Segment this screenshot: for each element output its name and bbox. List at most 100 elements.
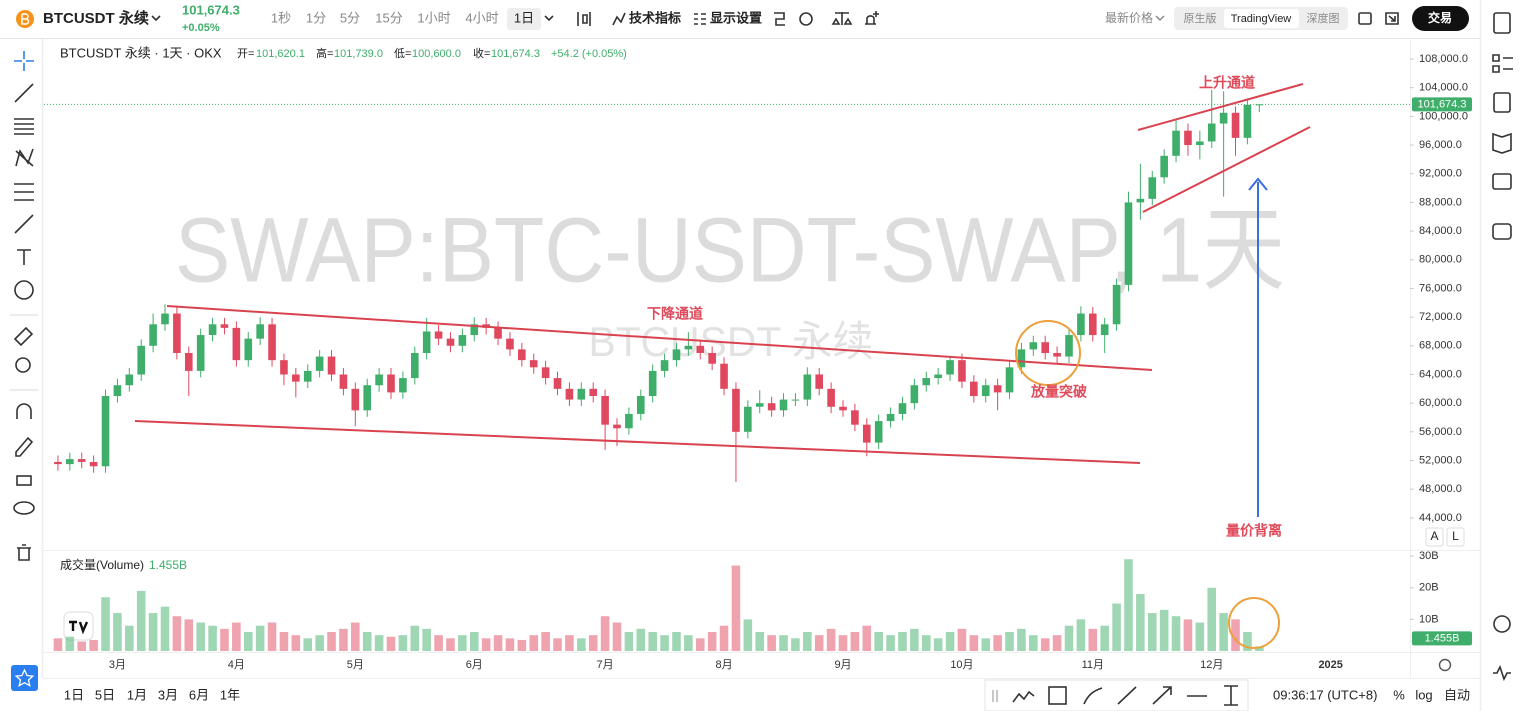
settings-icon[interactable] [1493, 615, 1511, 633]
price-type[interactable]: 最新价格 [1105, 10, 1153, 25]
draw-tool[interactable] [1224, 685, 1238, 706]
fullscreen-icon[interactable] [1385, 12, 1399, 25]
bot-icon[interactable] [1492, 223, 1512, 240]
draw-tool[interactable] [1083, 687, 1103, 705]
volume-bar [1243, 632, 1252, 651]
gear-icon[interactable] [799, 12, 813, 26]
volume-bar [339, 628, 348, 651]
volume-bar [1005, 632, 1014, 651]
zoom-tool[interactable] [15, 357, 31, 373]
trade-label[interactable]: 交易 [1428, 10, 1452, 25]
channel-line[interactable] [1142, 126, 1311, 213]
brush-tool[interactable] [14, 214, 34, 234]
replay-icon[interactable] [774, 12, 785, 26]
interval[interactable]: 4小时 [465, 10, 498, 25]
range-button[interactable]: 1月 [127, 687, 147, 702]
pulse-icon[interactable] [1493, 664, 1511, 682]
scale-button-label[interactable]: A [1430, 529, 1438, 543]
candle-body [1100, 324, 1109, 336]
indicators[interactable]: 技术指标 [629, 10, 681, 25]
log-toggle[interactable]: log [1415, 687, 1432, 702]
candle-body [874, 421, 883, 443]
range-button[interactable]: 3月 [158, 687, 178, 702]
range-button[interactable]: 6月 [189, 687, 209, 702]
volume-bar [933, 638, 943, 651]
settings-list-icon[interactable] [694, 13, 706, 25]
scale-button-label[interactable]: L [1452, 529, 1459, 543]
range-button[interactable]: 1日 [64, 687, 84, 702]
range-button[interactable]: 5日 [95, 687, 115, 702]
x-tick-label: 6月 [466, 659, 483, 671]
interval[interactable]: 1秒 [271, 10, 291, 25]
line-tool[interactable] [14, 83, 34, 103]
draw-lock-tool[interactable] [15, 436, 34, 457]
symbol[interactable]: BTCUSDT 永续 [43, 9, 149, 27]
highlight-circle[interactable] [1015, 320, 1081, 386]
pattern-tool[interactable] [15, 148, 34, 167]
emoji-tool[interactable] [14, 280, 34, 300]
interval[interactable]: 1日 [514, 10, 534, 25]
annotation: 放量突破 [1030, 384, 1087, 400]
coin-glyph [21, 13, 30, 25]
range-button[interactable]: 1年 [220, 687, 240, 702]
axis-settings[interactable] [1438, 658, 1452, 672]
highlight-circle[interactable] [1228, 597, 1280, 649]
view-option[interactable]: 深度图 [1307, 11, 1340, 25]
scale-button[interactable] [1446, 527, 1465, 547]
auto-toggle[interactable]: 自动 [1444, 687, 1470, 702]
delete-tool[interactable] [17, 544, 31, 561]
volume-bar [303, 638, 313, 651]
interval[interactable]: 1分 [306, 10, 326, 25]
indicator-icon[interactable] [612, 12, 626, 26]
chevron[interactable] [544, 15, 554, 22]
drag-handle[interactable] [992, 690, 998, 702]
channel-line[interactable] [134, 420, 1141, 464]
arrow-head[interactable] [1248, 177, 1268, 191]
lock-tool[interactable] [16, 475, 32, 486]
chevron[interactable] [1155, 15, 1165, 21]
guide-icon[interactable] [1492, 132, 1512, 154]
view-option[interactable]: TradingView [1231, 13, 1292, 25]
draw-tool[interactable] [1152, 686, 1172, 705]
candle-body [1077, 313, 1085, 336]
list-icon[interactable] [1492, 54, 1513, 73]
magnet-tool[interactable] [16, 403, 32, 419]
candle-type-icon[interactable] [577, 12, 591, 26]
text-tool[interactable] [17, 249, 31, 265]
interval[interactable]: 1小时 [417, 10, 450, 25]
candle-body [1196, 141, 1204, 146]
interval[interactable]: 15分 [375, 10, 402, 25]
y-tick-label: 92,000.0 [1419, 168, 1462, 180]
fib-tool[interactable] [14, 118, 34, 135]
trade-button[interactable] [1412, 6, 1469, 31]
display-settings[interactable]: 显示设置 [710, 10, 762, 25]
alert-icon[interactable] [865, 11, 879, 25]
visibility-tool[interactable] [13, 501, 35, 515]
candle-body [506, 338, 514, 350]
candle-body [827, 388, 835, 407]
star-icon[interactable] [14, 668, 35, 687]
draw-tool[interactable] [1117, 686, 1137, 705]
volume-bar [184, 619, 194, 651]
x-tick-label: 11月 [1082, 659, 1104, 671]
book-icon[interactable] [1493, 92, 1511, 113]
channel-line[interactable] [1137, 83, 1304, 131]
window-icon[interactable] [1358, 12, 1372, 25]
draw-tool[interactable] [1012, 690, 1035, 703]
chevron[interactable] [151, 15, 161, 22]
ruler-tool[interactable] [13, 326, 34, 347]
orders-icon[interactable] [1493, 12, 1511, 34]
projection-tool[interactable] [14, 183, 34, 201]
volume-bar [1147, 613, 1157, 651]
scale-button[interactable] [1425, 527, 1444, 547]
draw-tool[interactable] [1048, 686, 1067, 705]
view-option[interactable]: 原生版 [1184, 11, 1217, 25]
favorites-button[interactable] [11, 665, 38, 691]
crosshair-tool[interactable] [14, 51, 34, 71]
channel-line[interactable] [166, 305, 1153, 371]
percent-toggle[interactable]: % [1393, 687, 1405, 702]
interval[interactable]: 5分 [340, 10, 360, 25]
compare-icon[interactable] [831, 12, 853, 25]
chart-icon[interactable] [1492, 173, 1512, 190]
candle-body [886, 413, 895, 422]
